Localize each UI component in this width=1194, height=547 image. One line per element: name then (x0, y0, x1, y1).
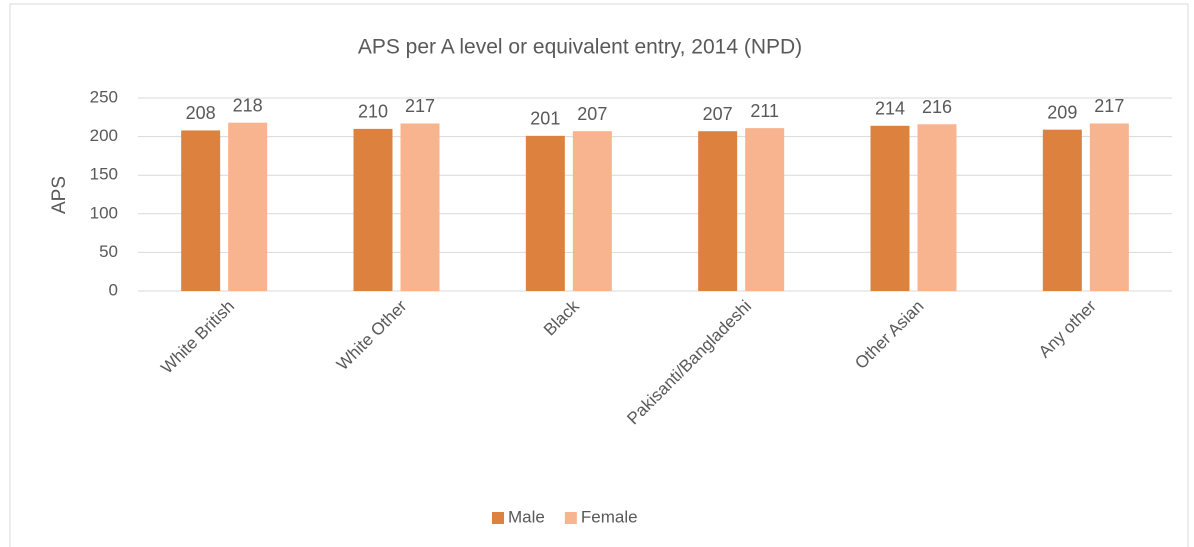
x-tick-label: White British (157, 297, 238, 378)
data-label: 217 (405, 96, 435, 116)
x-tick-label: Pakisanti/Bangladeshi (623, 297, 755, 429)
data-label: 218 (233, 95, 263, 115)
bar (1042, 129, 1082, 291)
bar (228, 122, 268, 291)
bar (745, 128, 785, 291)
bar (1089, 123, 1129, 291)
bar (525, 135, 565, 291)
bar (400, 123, 440, 291)
data-label: 210 (358, 102, 388, 122)
legend-label: Female (581, 507, 638, 526)
y-tick-label: 150 (90, 165, 118, 184)
y-tick-label: 50 (99, 242, 118, 261)
data-label: 216 (922, 97, 952, 117)
bar (353, 128, 393, 291)
legend-swatch (492, 512, 504, 524)
bar (181, 130, 221, 291)
legend-swatch (564, 512, 577, 524)
x-tick-label: Black (540, 296, 583, 339)
data-label: 201 (530, 109, 560, 129)
bar (917, 124, 957, 291)
data-label: 211 (750, 101, 779, 121)
y-tick-label: 0 (109, 280, 118, 299)
bar (698, 131, 738, 291)
y-tick-label: 100 (90, 203, 118, 222)
x-tick-label: Any other (1035, 296, 1100, 361)
x-tick-label: White Other (333, 296, 411, 374)
bar (572, 131, 612, 291)
data-label: 208 (186, 103, 216, 123)
data-label: 207 (577, 104, 607, 124)
chart-frame (9, 3, 1189, 547)
y-tick-label: 250 (90, 87, 118, 106)
bar (870, 125, 910, 292)
data-label: 217 (1094, 96, 1124, 116)
data-label: 214 (875, 99, 905, 119)
legend-label: Male (508, 507, 545, 526)
chart-title: APS per A level or equivalent entry, 201… (358, 36, 802, 59)
data-label: 207 (703, 104, 733, 124)
x-tick-label: Other Asian (851, 297, 927, 373)
data-label: 209 (1047, 102, 1077, 122)
y-axis-label: APS (49, 176, 70, 214)
y-tick-label: 200 (90, 126, 118, 145)
